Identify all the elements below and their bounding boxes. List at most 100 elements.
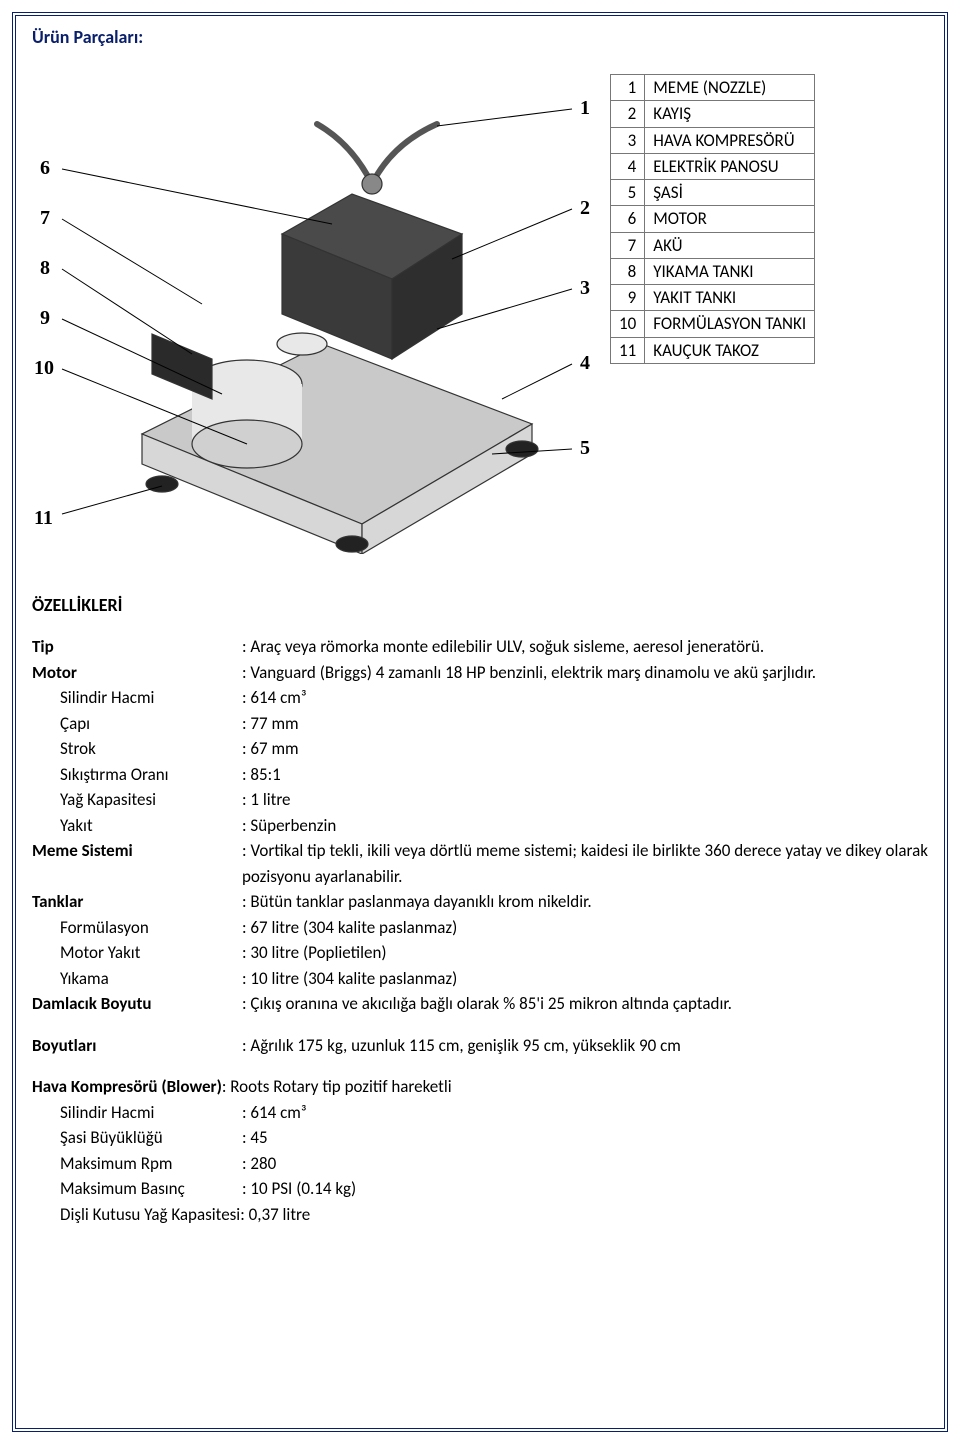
spec-value: : 614 cm³ <box>242 1100 928 1126</box>
spec-row: Tip: Araç veya römorka monte edilebilir … <box>32 634 928 660</box>
table-row: 11KAUÇUK TAKOZ <box>611 337 815 363</box>
top-row: 6 7 8 9 10 11 1 2 3 4 5 1MEME (NOZZLE)2K <box>32 54 928 554</box>
spec-value: : Bütün tanklar paslanmaya dayanıklı kro… <box>242 889 928 915</box>
spec-row: Maksimum Rpm: 280 <box>32 1151 928 1177</box>
callout-9: 9 <box>40 307 50 329</box>
spec-value: : Vortikal tip tekli, ikili veya dörtlü … <box>242 838 928 889</box>
part-name: ŞASİ <box>645 180 815 206</box>
part-name: KAYIŞ <box>645 101 815 127</box>
callout-3: 3 <box>580 277 590 299</box>
spec-row: Motor: Vanguard (Briggs) 4 zamanlı 18 HP… <box>32 660 928 686</box>
specs-list: Tip: Araç veya römorka monte edilebilir … <box>32 634 928 1017</box>
table-row: 5ŞASİ <box>611 180 815 206</box>
spec-label: Motor Yakıt <box>32 940 242 966</box>
table-row: 7AKÜ <box>611 232 815 258</box>
spec-label: Maksimum Basınç <box>32 1176 242 1202</box>
part-number: 4 <box>611 153 645 179</box>
dimensions-label: Boyutları <box>32 1033 242 1059</box>
spec-value: : 614 cm³ <box>242 685 928 711</box>
spec-row: Yakıt: Süperbenzin <box>32 813 928 839</box>
part-number: 3 <box>611 127 645 153</box>
callout-4: 4 <box>580 352 590 374</box>
spec-value: : Süperbenzin <box>242 813 928 839</box>
table-row: 3HAVA KOMPRESÖRÜ <box>611 127 815 153</box>
spec-row: Tanklar: Bütün tanklar paslanmaya dayanı… <box>32 889 928 915</box>
blower-lead-value: : Roots Rotary tip pozitif hareketli <box>222 1076 452 1097</box>
callout-5: 5 <box>580 437 590 459</box>
spec-row: Çapı: 77 mm <box>32 711 928 737</box>
part-number: 2 <box>611 101 645 127</box>
table-row: 2KAYIŞ <box>611 101 815 127</box>
spec-label: Motor <box>32 660 242 686</box>
blower-specs: Silindir Hacmi: 614 cm³Şasi Büyüklüğü: 4… <box>32 1100 928 1202</box>
spec-row: Yağ Kapasitesi: 1 litre <box>32 787 928 813</box>
table-row: 8YIKAMA TANKI <box>611 258 815 284</box>
table-row: 10FORMÜLASYON TANKI <box>611 311 815 337</box>
blower-last: Dişli Kutusu Yağ Kapasitesi: 0,37 litre <box>32 1202 310 1228</box>
spec-value: : Vanguard (Briggs) 4 zamanlı 18 HP benz… <box>242 660 928 686</box>
table-row: 9YAKIT TANKI <box>611 285 815 311</box>
spec-row: Formülasyon: 67 litre (304 kalite paslan… <box>32 915 928 941</box>
blower-lead: Hava Kompresörü (Blower) <box>32 1076 222 1097</box>
part-number: 5 <box>611 180 645 206</box>
spec-label: Çapı <box>32 711 242 737</box>
callout-10: 10 <box>34 357 54 379</box>
part-number: 6 <box>611 206 645 232</box>
spec-row: Maksimum Basınç: 10 PSI (0.14 kg) <box>32 1176 928 1202</box>
part-number: 11 <box>611 337 645 363</box>
spec-label: Formülasyon <box>32 915 242 941</box>
blower-lead-row: Hava Kompresörü (Blower): Roots Rotary t… <box>32 1074 928 1100</box>
part-name: ELEKTRİK PANOSU <box>645 153 815 179</box>
spec-value: : 67 mm <box>242 736 928 762</box>
spec-row: Strok: 67 mm <box>32 736 928 762</box>
part-number: 9 <box>611 285 645 311</box>
blower-last-row: Dişli Kutusu Yağ Kapasitesi: 0,37 litre <box>32 1202 928 1228</box>
spec-value: : 77 mm <box>242 711 928 737</box>
part-name: AKÜ <box>645 232 815 258</box>
part-name: MEME (NOZZLE) <box>645 75 815 101</box>
spec-row: Motor Yakıt: 30 litre (Poplietilen) <box>32 940 928 966</box>
callout-11: 11 <box>34 507 53 529</box>
spec-value: : 10 PSI (0.14 kg) <box>242 1176 928 1202</box>
part-name: FORMÜLASYON TANKI <box>645 311 815 337</box>
spec-label: Yıkama <box>32 966 242 992</box>
spec-label: Sıkıştırma Oranı <box>32 762 242 788</box>
part-number: 1 <box>611 75 645 101</box>
part-number: 8 <box>611 258 645 284</box>
table-row: 6MOTOR <box>611 206 815 232</box>
callout-7: 7 <box>40 207 50 229</box>
spec-label: Silindir Hacmi <box>32 1100 242 1126</box>
spec-label: Yağ Kapasitesi <box>32 787 242 813</box>
spec-row: Şasi Büyüklüğü: 45 <box>32 1125 928 1151</box>
spec-row: Sıkıştırma Oranı: 85:1 <box>32 762 928 788</box>
spec-row: Yıkama: 10 litre (304 kalite paslanmaz) <box>32 966 928 992</box>
callout-2: 2 <box>580 197 590 219</box>
parts-section-title: Ürün Parçaları: <box>32 26 928 48</box>
features-title: ÖZELLİKLERİ <box>32 594 928 616</box>
part-name: YIKAMA TANKI <box>645 258 815 284</box>
part-name: HAVA KOMPRESÖRÜ <box>645 127 815 153</box>
part-name: KAUÇUK TAKOZ <box>645 337 815 363</box>
spec-value: : 30 litre (Poplietilen) <box>242 940 928 966</box>
product-diagram: 6 7 8 9 10 11 1 2 3 4 5 <box>32 54 592 554</box>
callout-8: 8 <box>40 257 50 279</box>
table-row: 1MEME (NOZZLE) <box>611 75 815 101</box>
spec-label: Maksimum Rpm <box>32 1151 242 1177</box>
document-frame: Ürün Parçaları: <box>12 12 948 1432</box>
table-row: 4ELEKTRİK PANOSU <box>611 153 815 179</box>
parts-table: 1MEME (NOZZLE)2KAYIŞ3HAVA KOMPRESÖRÜ4ELE… <box>610 74 815 364</box>
spec-value: : Çıkış oranına ve akıcılığa bağlı olara… <box>242 991 928 1017</box>
spec-row: Silindir Hacmi: 614 cm³ <box>32 685 928 711</box>
spec-value: : 280 <box>242 1151 928 1177</box>
callout-6: 6 <box>40 157 50 179</box>
part-name: MOTOR <box>645 206 815 232</box>
spec-row: Silindir Hacmi: 614 cm³ <box>32 1100 928 1126</box>
spec-label: Strok <box>32 736 242 762</box>
spec-label: Tip <box>32 634 242 660</box>
spec-value: : 67 litre (304 kalite paslanmaz) <box>242 915 928 941</box>
spec-row: Damlacık Boyutu: Çıkış oranına ve akıcıl… <box>32 991 928 1017</box>
spec-label: Şasi Büyüklüğü <box>32 1125 242 1151</box>
spec-value: : 45 <box>242 1125 928 1151</box>
spec-label: Tanklar <box>32 889 242 915</box>
spec-value: : 1 litre <box>242 787 928 813</box>
